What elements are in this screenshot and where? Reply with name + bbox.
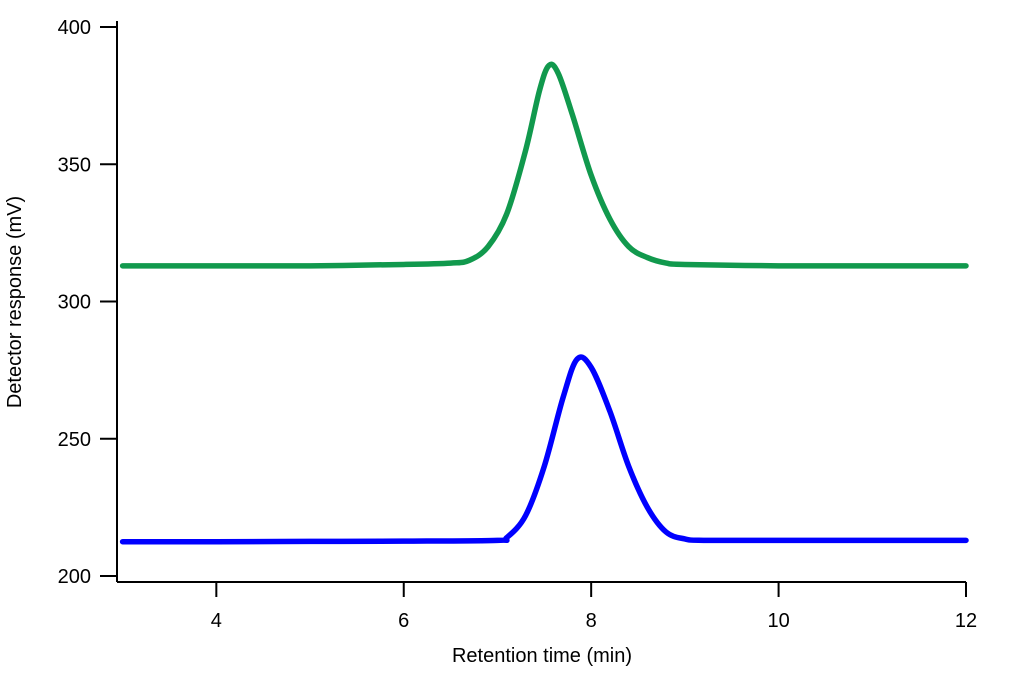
green-trace-line <box>119 61 969 269</box>
y-tick-label: 250 <box>58 429 91 451</box>
y-tick-label: 400 <box>58 17 91 39</box>
series-lines <box>119 61 969 545</box>
blue-trace-line <box>119 354 969 545</box>
x-axis-label: Retention time (min) <box>452 645 632 667</box>
x-tick-label: 8 <box>586 610 597 632</box>
y-tick-label: 300 <box>58 292 91 314</box>
x-tick-label: 10 <box>767 610 789 632</box>
x-tick-label: 6 <box>398 610 409 632</box>
x-tick-label: 4 <box>211 610 222 632</box>
y-tick-label: 350 <box>58 154 91 176</box>
x-tick-label: 12 <box>955 610 977 632</box>
axes: 200 250 300 350 400 4 6 8 10 12 <box>58 17 978 632</box>
y-tick-label: 200 <box>58 566 91 588</box>
y-axis-label: Detector response (mV) <box>4 196 26 408</box>
